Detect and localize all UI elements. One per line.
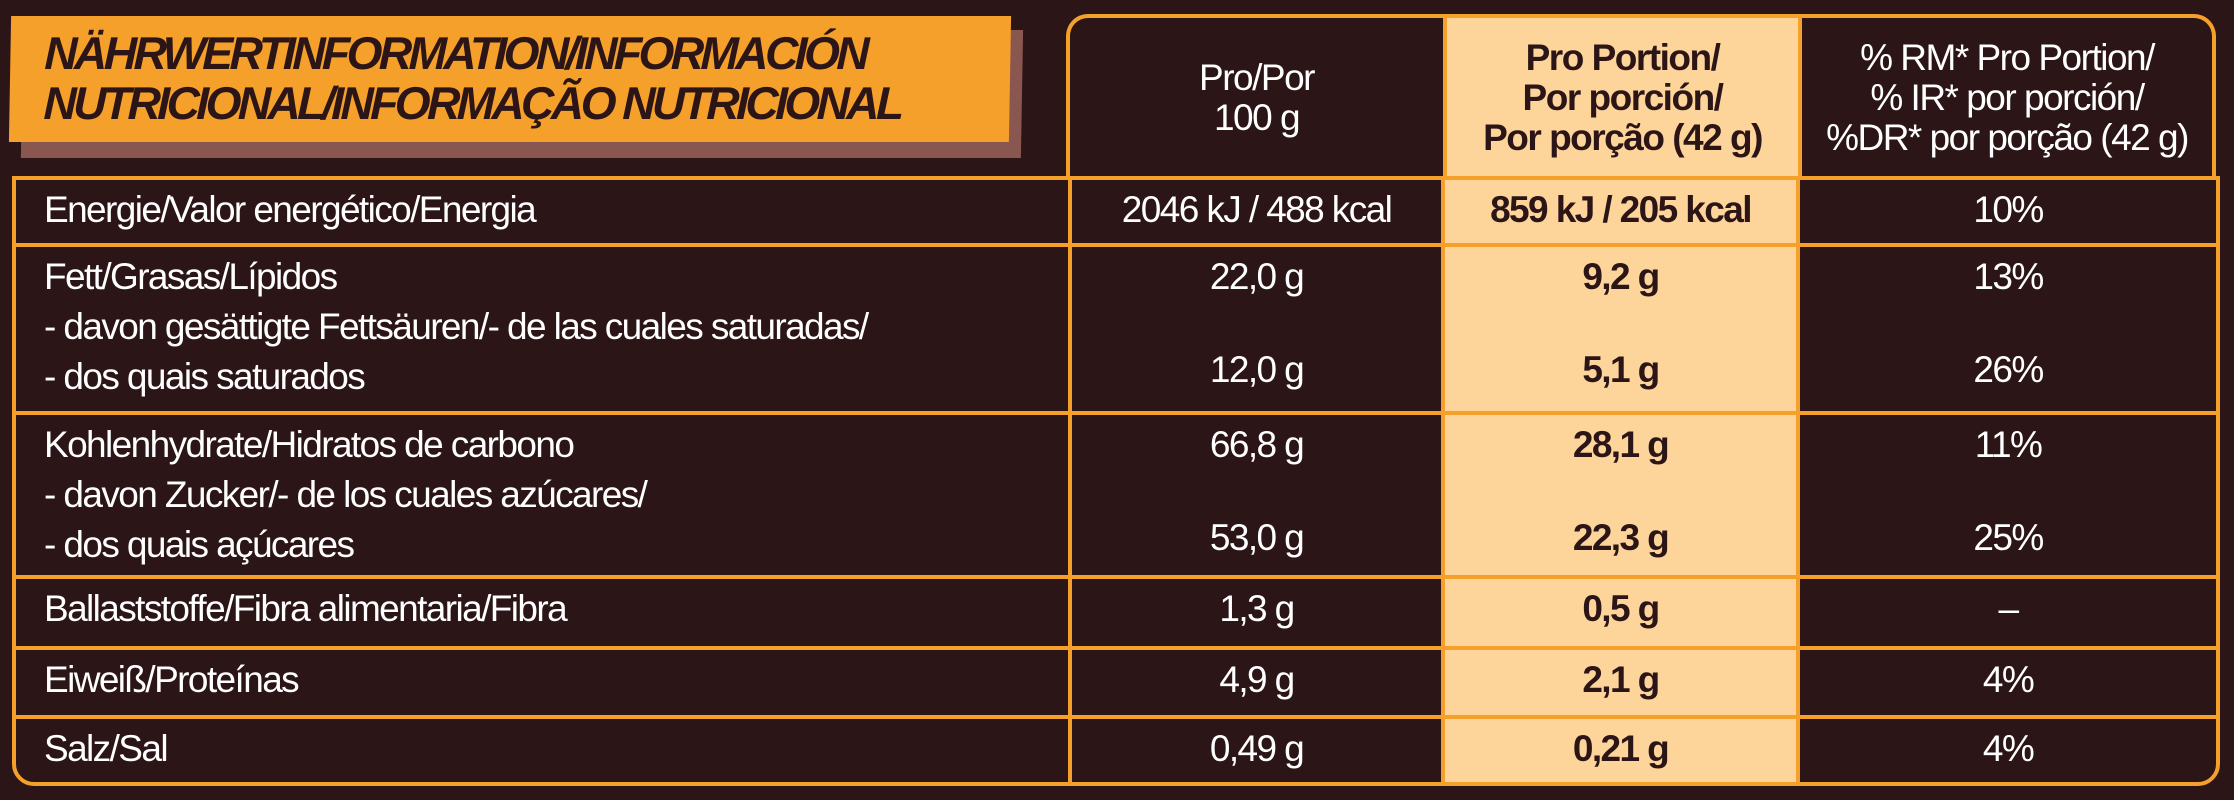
value-per-portion: 28,1 g 22,3 g xyxy=(1441,415,1800,575)
table-row-carbohydrates: Kohlenhydrate/Hidratos de carbono - davo… xyxy=(16,415,2216,579)
table-row-fat: Fett/Grasas/Lípidos - davon gesättigte F… xyxy=(16,247,2216,415)
header-text: %DR* por porção (42 g) xyxy=(1826,117,2189,158)
saturates-per-100g: 12,0 g xyxy=(1209,349,1305,390)
table-row-energy: Energie/Valor energético/Energia 2046 kJ… xyxy=(16,180,2216,247)
header-per-portion: Pro Portion/ Por porción/ Por porção (42… xyxy=(1443,18,1802,178)
value-per-portion: 0,21 g xyxy=(1441,719,1800,782)
header-text: Pro Portion/ xyxy=(1525,37,1721,78)
header-text: % IR* por porción/ xyxy=(1870,77,2145,118)
value-ri: 10% xyxy=(1973,189,2044,230)
value-per-100g: 1,3 g xyxy=(1068,579,1441,646)
row-label: Ballaststoffe/Fibra alimentaria/Fibra xyxy=(44,588,568,629)
label-fat: Fett/Grasas/Lípidos xyxy=(44,256,338,297)
saturates-ri: 26% xyxy=(1973,349,2044,390)
title-line-2: NUTRICIONAL/INFORMAÇÃO NUTRICIONAL xyxy=(43,77,902,129)
table-row-protein: Eiweiß/Proteínas 4,9 g 2,1 g 4% xyxy=(16,650,2216,719)
label-sugars-1: - davon Zucker/- de los cuales azúcares/ xyxy=(44,474,648,515)
sugars-per-100g: 53,0 g xyxy=(1209,517,1305,558)
value-ri: 4% xyxy=(1982,728,2035,769)
carbs-per-portion: 28,1 g xyxy=(1572,424,1670,465)
fat-ri: 13% xyxy=(1973,256,2044,297)
fat-per-portion: 9,2 g xyxy=(1582,256,1660,297)
title-line-1: NÄHRWERTINFORMATION/INFORMACIÓN xyxy=(44,27,867,79)
header-text: Por porção (42 g) xyxy=(1483,117,1763,158)
header-per-100g: Pro/Por 100 g xyxy=(1070,18,1443,178)
header-text: Pro/Por xyxy=(1199,57,1315,98)
sugars-ri: 25% xyxy=(1973,517,2044,558)
carbs-per-100g: 66,8 g xyxy=(1209,424,1305,465)
value-ri: 4% xyxy=(1982,659,2035,700)
value-per-100g: 22,0 g 12,0 g xyxy=(1068,247,1441,411)
header-text: % RM* Pro Portion/ xyxy=(1860,37,2155,78)
label-sugars-2: - dos quais açúcares xyxy=(44,524,355,565)
carbs-ri: 11% xyxy=(1974,424,2043,465)
column-headers: Pro/Por 100 g Pro Portion/ Por porción/ … xyxy=(1066,14,2216,178)
row-label: Energie/Valor energético/Energia xyxy=(44,189,537,230)
label-saturates-2: - dos quais saturados xyxy=(44,356,366,397)
nutrition-table: Energie/Valor energético/Energia 2046 kJ… xyxy=(12,176,2220,786)
row-label: Fett/Grasas/Lípidos - davon gesättigte F… xyxy=(16,247,1068,411)
row-label: Kohlenhydrate/Hidratos de carbono - davo… xyxy=(16,415,1068,575)
header-reference-intake: % RM* Pro Portion/ % IR* por porción/ %D… xyxy=(1802,18,2212,178)
saturates-per-portion: 5,1 g xyxy=(1582,349,1660,390)
header-text: Por porción/ xyxy=(1522,77,1724,118)
label-saturates-1: - davon gesättigte Fettsäuren/- de las c… xyxy=(44,306,869,347)
title-banner: NÄHRWERTINFORMATION/INFORMACIÓN NUTRICIO… xyxy=(8,16,1012,142)
row-label: Salz/Sal xyxy=(44,728,169,769)
table-row-fiber: Ballaststoffe/Fibra alimentaria/Fibra 1,… xyxy=(16,579,2216,650)
value-per-portion: 859 kJ / 205 kcal xyxy=(1441,180,1800,243)
value-per-portion: 2,1 g xyxy=(1441,650,1800,715)
value-per-portion: 9,2 g 5,1 g xyxy=(1441,247,1800,411)
header-text: 100 g xyxy=(1213,97,1301,138)
value-per-portion: 0,5 g xyxy=(1441,579,1800,646)
sugars-per-portion: 22,3 g xyxy=(1572,517,1670,558)
value-per-100g: 0,49 g xyxy=(1068,719,1441,782)
value-ri: 13% 26% xyxy=(1800,247,2216,411)
fat-per-100g: 22,0 g xyxy=(1209,256,1305,297)
row-label: Eiweiß/Proteínas xyxy=(44,659,300,700)
value-ri: – xyxy=(1998,588,2020,629)
value-per-100g: 2046 kJ / 488 kcal xyxy=(1068,180,1441,243)
value-per-100g: 4,9 g xyxy=(1068,650,1441,715)
label-carbohydrates: Kohlenhydrate/Hidratos de carbono xyxy=(44,424,575,465)
value-ri: 11% 25% xyxy=(1800,415,2216,575)
value-per-100g: 66,8 g 53,0 g xyxy=(1068,415,1441,575)
table-row-salt: Salz/Sal 0,49 g 0,21 g 4% xyxy=(16,719,2216,782)
